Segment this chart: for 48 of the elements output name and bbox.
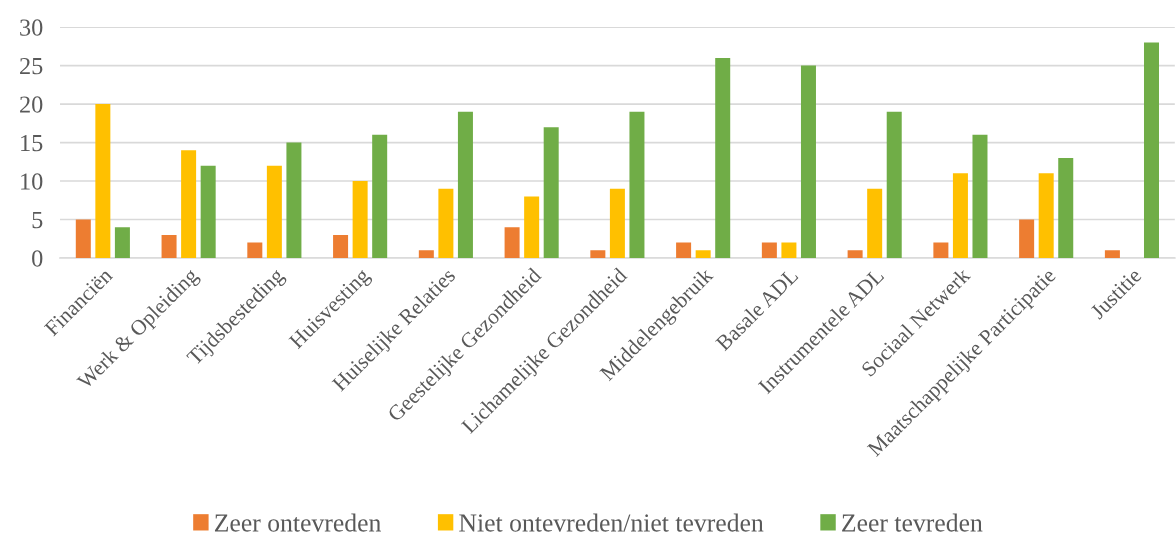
bar	[372, 134, 388, 258]
bar	[800, 65, 816, 258]
y-tick-label: 20	[20, 96, 43, 113]
bar	[1143, 42, 1159, 258]
y-tick-label: 0	[32, 250, 43, 267]
bar	[676, 242, 692, 258]
bar	[114, 227, 130, 258]
bar	[1104, 250, 1120, 258]
bar	[972, 134, 988, 258]
bar	[715, 57, 731, 258]
bar	[457, 111, 473, 258]
bar	[161, 234, 177, 258]
bar	[609, 188, 625, 258]
bar	[933, 242, 949, 258]
bar	[781, 242, 797, 258]
y-tick-label: 10	[21, 173, 43, 190]
y-tick-label: 30	[20, 19, 43, 36]
bar	[1019, 219, 1035, 258]
legend-label: Niet ontevreden/niet tevreden	[459, 513, 764, 532]
y-tick-label: 15	[21, 134, 43, 152]
bar	[181, 150, 197, 258]
bar	[352, 181, 368, 258]
bar	[847, 250, 863, 258]
bar	[543, 127, 559, 258]
bar	[266, 165, 282, 258]
bar	[75, 219, 91, 258]
bar	[629, 111, 645, 258]
bar	[952, 173, 968, 258]
legend-label: Zeer tevreden	[842, 513, 983, 532]
y-tick-label: 25	[20, 57, 43, 75]
bar	[1038, 173, 1054, 258]
bar	[1058, 157, 1074, 258]
bar	[247, 242, 263, 258]
bar	[200, 165, 216, 258]
bar	[524, 196, 540, 258]
bar	[590, 250, 606, 258]
bar	[504, 227, 520, 258]
bar	[695, 250, 711, 258]
legend-label: Zeer ontevreden	[214, 513, 381, 532]
bar	[761, 242, 777, 258]
bar	[886, 111, 902, 258]
bar	[867, 188, 883, 258]
bar	[418, 250, 434, 258]
bar	[438, 188, 454, 258]
y-tick-label: 5	[32, 212, 43, 229]
bar	[333, 234, 349, 258]
bar	[286, 142, 302, 258]
bar	[95, 104, 111, 258]
